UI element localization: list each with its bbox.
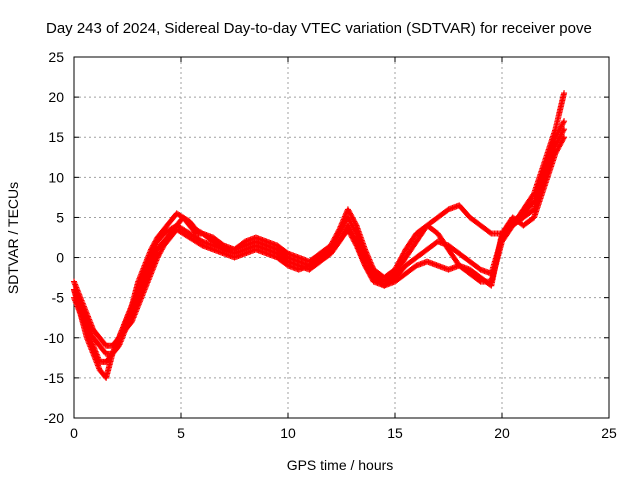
data-point: [198, 241, 205, 248]
data-point: [561, 90, 568, 97]
data-point: [561, 134, 568, 141]
series-track-4: [71, 134, 568, 381]
x-axis-label: GPS time / hours: [287, 457, 394, 473]
y-tick-label: 25: [48, 49, 64, 65]
y-tick-label: -15: [44, 370, 64, 386]
plot-frame: [73, 56, 610, 419]
y-tick-label: -20: [44, 410, 64, 426]
series-track-3: [71, 90, 568, 349]
tick-layer: 0 5 10 15 20 25 -20 -15 -10 -5 0 5 10 15 20 25: [44, 49, 617, 441]
x-tick-label: 10: [280, 425, 296, 441]
data-point: [352, 221, 359, 228]
chart-title: Day 243 of 2024, Sidereal Day-to-day VTE…: [46, 20, 592, 37]
data-point: [530, 191, 537, 198]
data-point: [352, 241, 359, 248]
series-track-2: [71, 118, 568, 365]
data-point: [560, 135, 567, 142]
y-tick-label: 20: [48, 89, 64, 105]
x-tick-label: 5: [177, 425, 185, 441]
y-tick-label: 5: [56, 209, 64, 225]
y-tick-label: 10: [48, 169, 64, 185]
y-axis-label: SDTVAR / TECUs: [5, 182, 21, 294]
y-tick-label: -5: [52, 290, 65, 306]
x-tick-label: 15: [387, 425, 403, 441]
data-point: [560, 119, 567, 126]
x-tick-label: 20: [494, 425, 510, 441]
y-tick-label: 15: [48, 129, 64, 145]
data-point: [487, 229, 494, 236]
data-point: [335, 227, 342, 234]
x-tick-label: 25: [601, 425, 617, 441]
x-tick-label: 0: [70, 425, 78, 441]
y-tick-label: -10: [44, 330, 64, 346]
y-tick-label: 0: [56, 250, 64, 266]
data-point: [561, 118, 568, 125]
data-layer: [71, 90, 568, 381]
series-track-1: [71, 126, 568, 357]
